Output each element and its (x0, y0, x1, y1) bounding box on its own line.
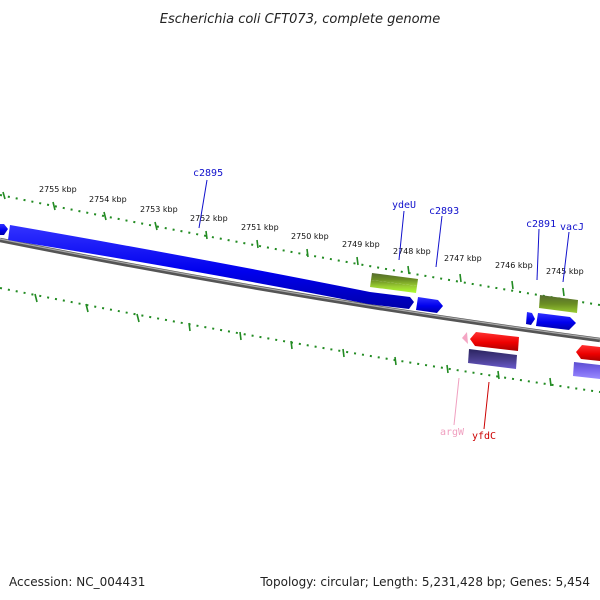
gene-label-yfdC[interactable]: yfdC (472, 431, 496, 442)
lower-tick (446, 364, 449, 374)
reverse-strand-genes (462, 332, 600, 379)
tick-label: 2746 kbp (495, 261, 533, 270)
tick-label: 2749 kbp (342, 240, 380, 249)
feature-ydeU-green[interactable] (371, 273, 418, 286)
leader-ydeU (398, 210, 405, 261)
leader-c2895 (198, 179, 208, 229)
tick-2752 (154, 221, 158, 231)
tick-2751 (205, 230, 208, 240)
tick-label: 2748 kbp (393, 247, 431, 256)
lower-tick (290, 340, 293, 350)
tick-2754 (52, 201, 56, 211)
feature-blocks (370, 273, 578, 313)
tick-2746 (459, 273, 462, 283)
tick-2753 (103, 211, 107, 221)
genome-summary-text: Topology: circular; Length: 5,231,428 bp… (259, 575, 590, 589)
leader-argW (453, 377, 460, 426)
feature-vacJ-green[interactable] (539, 295, 578, 313)
tick-2744 (562, 287, 565, 297)
gene-labels: c2895 ydeU c2893 c2891 vacJ argW yfdC (193, 168, 584, 442)
tick-label: 2745 kbp (546, 267, 584, 276)
tick-label: 2753 kbp (140, 205, 178, 214)
lower-scale-dots (0, 287, 600, 393)
lower-major-ticks (34, 293, 552, 387)
gene-arrow-c2895[interactable] (8, 225, 414, 309)
tick-2749 (306, 248, 309, 258)
tick-2755 (2, 191, 6, 200)
lower-tick (34, 293, 38, 303)
genome-backbone-highlight (0, 238, 600, 340)
upper-scale-dots (0, 194, 600, 306)
leader-c2891 (536, 228, 540, 281)
gene-label-c2891[interactable]: c2891 (526, 219, 556, 230)
feature-light-purple-right[interactable] (573, 362, 600, 379)
lower-tick (497, 370, 500, 380)
tick-label: 2751 kbp (241, 223, 279, 232)
leader-yfdC (483, 381, 490, 430)
lower-tick (136, 313, 140, 323)
tick-label: 2752 kbp (190, 214, 228, 223)
leader-c2893 (435, 215, 443, 268)
forward-strand-genes (0, 224, 576, 330)
tick-2745 (511, 280, 514, 290)
lower-tick (342, 348, 345, 358)
gene-arrow-yfdC[interactable] (470, 332, 519, 351)
gene-arrow-c2891[interactable] (526, 312, 535, 325)
lower-tick (188, 322, 191, 332)
tick-label: 2750 kbp (291, 232, 329, 241)
label-leaders (198, 179, 570, 430)
lower-tick (549, 377, 552, 387)
upper-major-ticks (2, 191, 565, 297)
tick-label: 2747 kbp (444, 254, 482, 263)
gene-label-ydeU[interactable]: ydeU (392, 200, 416, 211)
tick-label: 2755 kbp (39, 185, 77, 194)
tick-2750 (256, 239, 259, 249)
tick-labels: 2755 kbp 2754 kbp 2753 kbp 2752 kbp 2751… (39, 185, 584, 276)
map-title: Escherichia coli CFT073, complete genome (160, 12, 440, 27)
gene-label-vacJ[interactable]: vacJ (560, 222, 584, 233)
lower-tick (85, 303, 89, 313)
tick-label: 2754 kbp (89, 195, 127, 204)
gene-arrow-right-red[interactable] (576, 345, 600, 361)
tick-2748 (356, 256, 359, 266)
lower-tick (239, 331, 242, 341)
genome-backbone (0, 237, 600, 343)
gene-label-c2893[interactable]: c2893 (429, 206, 459, 217)
gene-label-argW[interactable]: argW (440, 427, 465, 438)
gene-arrow-c2893[interactable] (416, 297, 443, 313)
accession-text: Accession: NC_004431 (9, 575, 145, 589)
gene-arrow-c2896[interactable] (0, 224, 8, 235)
feature-ydeU-lime[interactable] (370, 280, 417, 293)
tick-2747 (407, 265, 410, 275)
gene-arrow-vacJ[interactable] (536, 313, 576, 330)
leader-vacJ (562, 231, 570, 283)
gene-label-c2895[interactable]: c2895 (193, 168, 223, 179)
feature-purple-yfdC[interactable] (468, 349, 517, 369)
trna-argW[interactable] (462, 332, 468, 344)
lower-tick (394, 356, 397, 366)
